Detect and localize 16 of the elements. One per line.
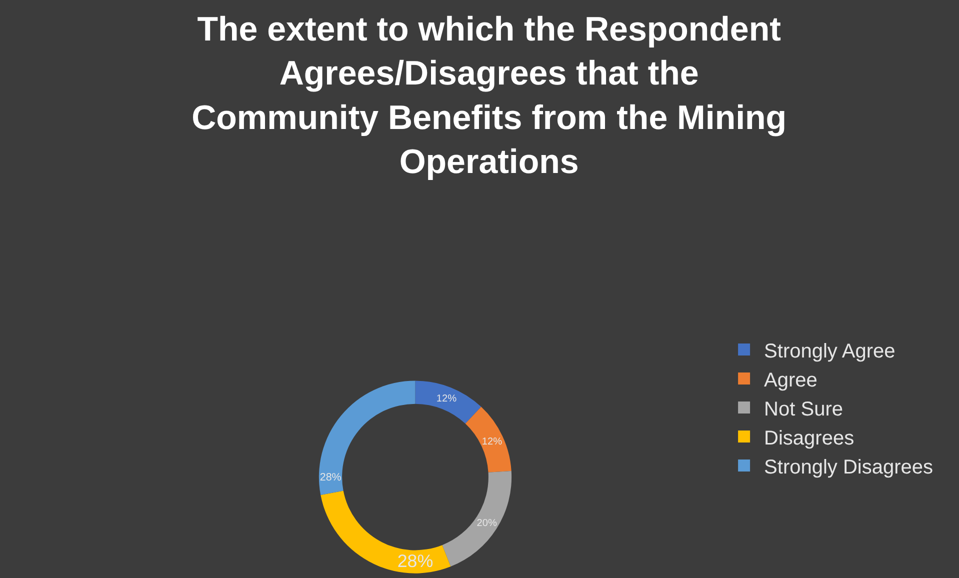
data-label: 12% (436, 394, 457, 405)
donut-slice (319, 380, 416, 496)
donut-slice (442, 470, 512, 567)
legend-label: Strongly Agree (764, 340, 896, 362)
legend-label: Not Sure (764, 398, 843, 420)
data-label: 28% (320, 472, 342, 484)
donut-slice (465, 406, 512, 472)
legend-label: Disagrees (764, 427, 854, 450)
data-label: 12% (482, 436, 502, 448)
donut-slice (320, 490, 451, 574)
chart-title: The extent to which the Respondent Agrees/Disagrees that the Community Benefits from the Mining Operations (192, 10, 787, 182)
legend-label: Strongly Disagrees (764, 456, 934, 478)
legend-label: Agree (764, 369, 818, 392)
data-label: 28% (397, 550, 434, 571)
data-label: 20% (476, 518, 497, 529)
donut-slice (415, 380, 482, 424)
